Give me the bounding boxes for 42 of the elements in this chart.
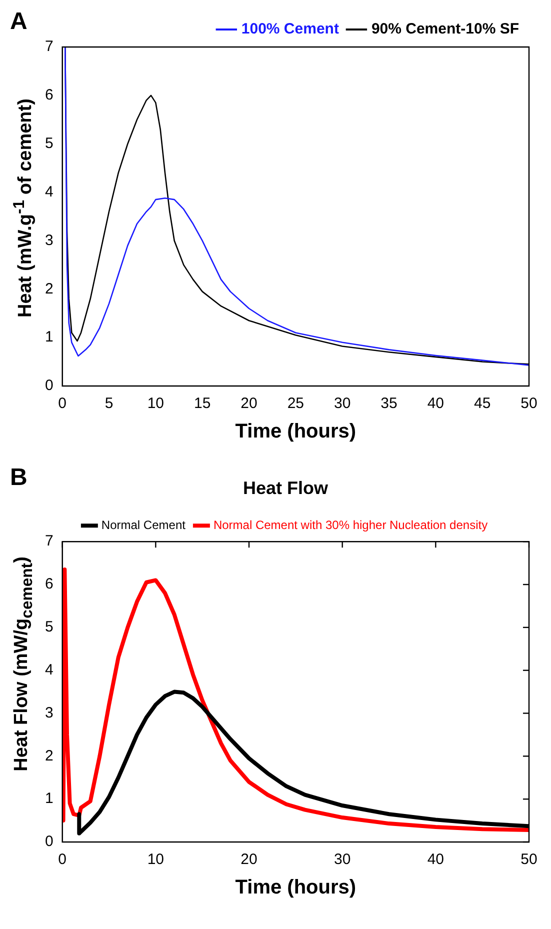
x-tick-label: 0 [58, 395, 67, 412]
y-tick-label: 0 [45, 377, 54, 394]
y-tick-label: 7 [45, 532, 54, 550]
y-tick-label: 6 [45, 576, 54, 593]
y-tick-label: 3 [45, 704, 54, 722]
chart-title: Heat Flow [242, 478, 329, 498]
x-tick-label: 30 [334, 395, 351, 412]
text: B [10, 464, 28, 492]
y-tick-label: 2 [45, 747, 54, 764]
y-tick-label: 3 [45, 232, 54, 249]
y-tick-label: 7 [45, 38, 54, 56]
x-tick-label: 30 [334, 851, 351, 868]
y-tick-label: 5 [45, 135, 54, 152]
x-axis-title: Time (hours) [235, 876, 356, 899]
x-axis-title: Time (hours) [235, 420, 356, 443]
legend-label: Normal Cement with 30% higher Nucleation density [213, 518, 488, 532]
x-tick-label: 25 [287, 395, 304, 412]
legend-label: 100% Cement [241, 20, 339, 38]
x-tick-label: 40 [427, 395, 444, 412]
x-tick-label: 10 [147, 851, 164, 868]
legend-label: Normal Cement [101, 518, 186, 532]
x-tick-label: 0 [58, 851, 67, 868]
y-tick-label: 5 [45, 618, 54, 636]
x-tick-label: 20 [240, 395, 258, 412]
x-tick-label: 45 [474, 395, 491, 412]
x-tick-label: 15 [194, 395, 211, 412]
x-tick-label: 50 [520, 851, 538, 868]
y-tick-label: 4 [45, 183, 54, 200]
x-tick-label: 10 [147, 395, 164, 412]
x-tick-label: 20 [240, 851, 258, 868]
x-tick-label: 5 [104, 395, 114, 412]
x-tick-label: 40 [427, 851, 444, 868]
text: A [10, 8, 28, 36]
y-tick-label: 2 [45, 280, 54, 298]
y-tick-label: 6 [45, 86, 54, 104]
y-tick-label: 1 [45, 790, 54, 808]
y-tick-label: 4 [45, 661, 54, 678]
x-tick-label: 35 [380, 395, 398, 412]
legend-label: 90% Cement-10% SF [371, 20, 520, 38]
x-tick-label: 50 [520, 395, 538, 412]
y-tick-label: 1 [45, 328, 54, 346]
y-tick-label: 0 [45, 833, 54, 850]
